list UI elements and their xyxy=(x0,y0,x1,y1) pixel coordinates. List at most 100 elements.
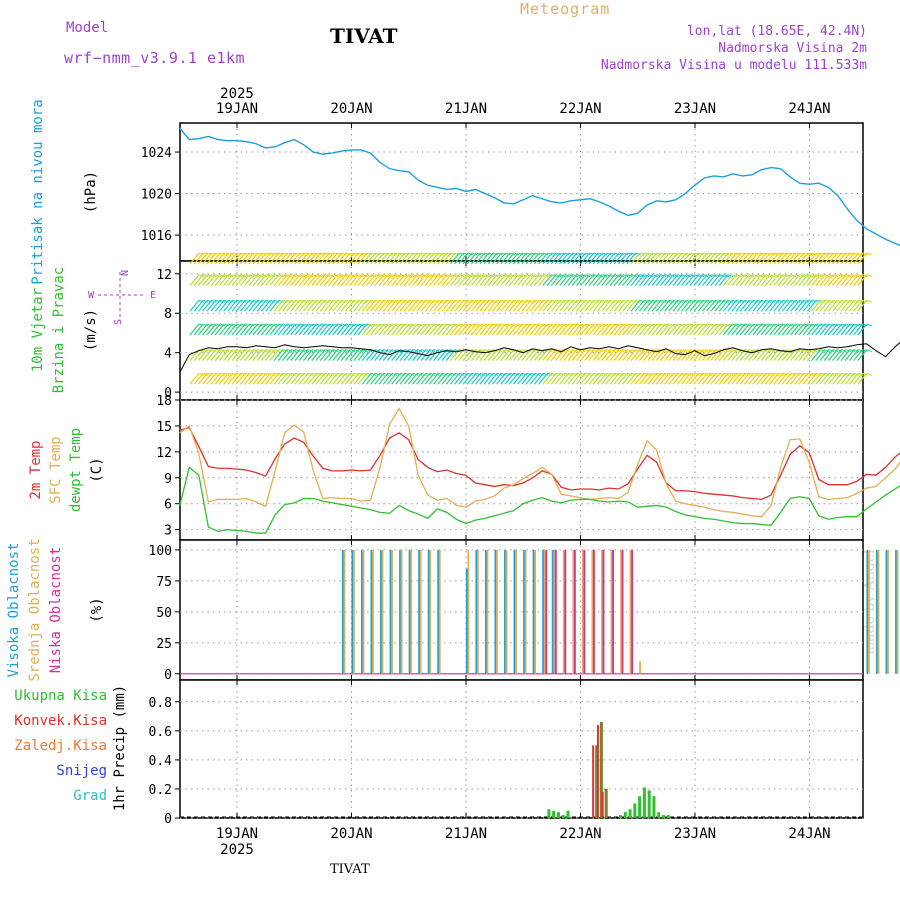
precip-bar-total xyxy=(619,815,623,818)
cloud-bar-1 xyxy=(477,549,479,674)
cloud-bar-0 xyxy=(885,549,888,674)
cloud-bar-2 xyxy=(545,549,548,674)
cloud-bar-1 xyxy=(887,549,889,674)
cloud-bar-1 xyxy=(391,549,393,674)
cloud-bar-0 xyxy=(876,549,878,674)
y-tick-label: 75 xyxy=(156,575,172,590)
y-tick-label: 100 xyxy=(149,544,172,559)
cloud-bar-1 xyxy=(353,549,355,674)
y-tick-label: 0.8 xyxy=(149,696,172,711)
cloud-bar-1 xyxy=(467,549,470,674)
temp-line-1 xyxy=(179,407,900,518)
precip-bar-total xyxy=(638,796,642,818)
wind-axis-title: 10m Vjetar xyxy=(30,288,46,372)
precip-legend-0: Ukupna Kisa xyxy=(14,688,107,704)
cloud-bar-1 xyxy=(372,549,374,674)
cloud-bar-2 xyxy=(602,549,605,674)
cloud-bar-0 xyxy=(484,549,487,674)
x-tick-label-bottom: 20JAN xyxy=(330,826,372,842)
x-tick-label-bottom: 23JAN xyxy=(674,826,716,842)
precip-bar-total xyxy=(547,809,551,818)
cloud-bar-1 xyxy=(581,549,584,674)
cloud-bar-1 xyxy=(410,549,413,674)
cloud-bar-0 xyxy=(523,549,525,674)
cloud-bar-0 xyxy=(418,549,420,674)
precip-bar-total xyxy=(599,722,603,818)
cloud-bar-0 xyxy=(504,549,506,674)
cloud-bar-0 xyxy=(494,549,497,674)
precip-legend-4: Grad xyxy=(73,788,107,804)
y-tick-label: 12 xyxy=(156,446,172,461)
precip-axis-unit: 1hr Precip (mm) xyxy=(112,685,128,811)
precip-bar-total xyxy=(595,745,599,818)
precip-legend-2: Zaledj.Kisa xyxy=(14,738,107,754)
cloud-bar-1 xyxy=(381,549,384,674)
compass-west: W xyxy=(88,290,95,301)
y-tick-label: 0 xyxy=(164,668,172,683)
precip-bar-total xyxy=(642,787,646,818)
y-tick-label: 0.2 xyxy=(149,783,172,798)
wind-axis-title-2: Brzina i Pravac xyxy=(51,267,67,393)
x-tick-label-bottom: 19JAN xyxy=(216,826,258,842)
cloud-bar-1 xyxy=(534,549,537,674)
compass-south: S xyxy=(113,319,124,325)
precip-bar-conv xyxy=(596,725,599,818)
cloud-bar-0 xyxy=(399,549,401,674)
cloud-axis-title-low: Niska Oblacnost xyxy=(48,547,64,673)
cloud-bar-1 xyxy=(553,549,556,674)
x-tick-label-bottom: 21JAN xyxy=(445,826,487,842)
cloud-bar-1 xyxy=(429,549,432,674)
pressure-axis-unit: (hPa) xyxy=(83,171,99,213)
model-name: wrf−nmm_v3.9.1 e1km xyxy=(64,49,246,67)
cloud-bar-1 xyxy=(419,549,422,674)
panel-frame-precipitation xyxy=(179,679,864,819)
cloud-bar-0 xyxy=(866,549,869,674)
cloud-bar-0 xyxy=(427,549,430,674)
cloud-bar-1 xyxy=(572,549,575,674)
station-title: TIVAT xyxy=(330,24,398,48)
precip-bar-conv xyxy=(601,791,604,818)
compass-north: N xyxy=(118,270,129,276)
y-tick-label: 3 xyxy=(164,524,172,539)
y-tick-label: 9 xyxy=(164,472,172,487)
x-tick-label-top: 21JAN xyxy=(445,101,487,117)
cloud-bar-2 xyxy=(593,549,595,674)
y-tick-label: 4 xyxy=(164,347,172,362)
y-tick-label: 6 xyxy=(164,498,172,513)
x-tick-label-bottom: 24JAN xyxy=(788,826,830,842)
cloud-bar-2 xyxy=(574,549,576,674)
precip-bar-total xyxy=(657,812,661,818)
precip-bar-total xyxy=(623,812,627,818)
precip-bar-total xyxy=(628,809,632,818)
y-tick-label: 50 xyxy=(156,606,172,621)
product-title: Meteogram xyxy=(520,0,611,18)
x-tick-label-top: 20JAN xyxy=(330,101,372,117)
y-tick-label: 0.4 xyxy=(149,754,173,769)
x-tick-label-bottom: 22JAN xyxy=(559,826,601,842)
cloud-bar-0 xyxy=(513,549,516,674)
temp-line-2 xyxy=(179,466,900,534)
wind-axis-unit: (m/s) xyxy=(83,309,99,351)
y-tick-label: 1016 xyxy=(141,229,172,244)
x-tick-label-top: 23JAN xyxy=(674,101,716,117)
cloud-bar-0 xyxy=(551,549,554,674)
cloud-bar-1 xyxy=(400,549,403,674)
y-tick-label: 8 xyxy=(164,307,172,322)
cloud-bar-0 xyxy=(437,549,440,674)
y-tick-label: 1020 xyxy=(141,188,172,203)
x-tick-label-top: 19JAN xyxy=(216,101,258,117)
pressure-line xyxy=(179,127,900,247)
cloud-bar-2 xyxy=(554,549,557,674)
wind-speed-line xyxy=(179,342,900,373)
cloud-bar-0 xyxy=(465,568,468,674)
cloud-bar-0 xyxy=(475,549,478,674)
y-tick-label: 0 xyxy=(164,386,172,401)
precip-bar-total xyxy=(661,815,665,818)
y-tick-label: 0 xyxy=(164,812,172,827)
cloud-bar-1 xyxy=(362,549,365,674)
cloud-bar-0 xyxy=(351,549,354,674)
y-tick-label: 12 xyxy=(156,268,172,283)
cloud-bar-1 xyxy=(515,549,517,674)
y-tick-label: 0.6 xyxy=(149,725,172,740)
